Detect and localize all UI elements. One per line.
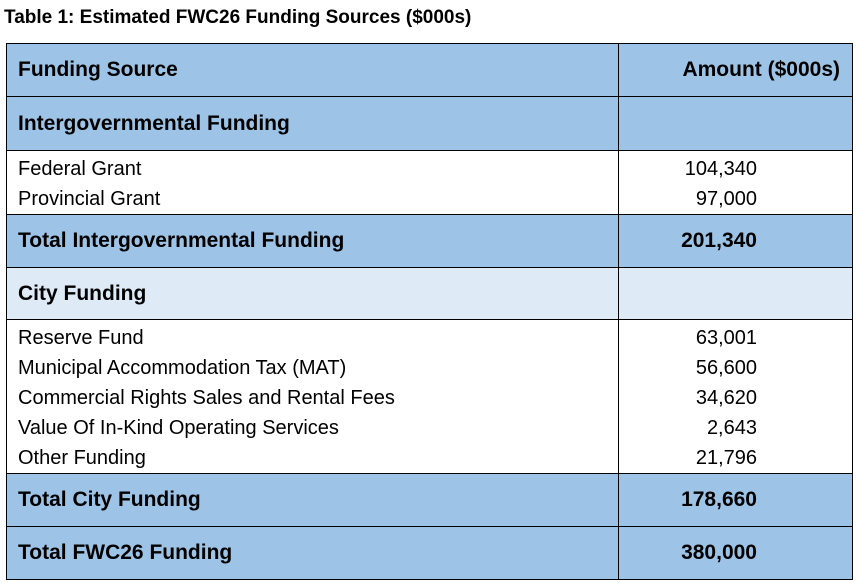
row-label: Commercial Rights Sales and Rental Fees: [6, 383, 619, 413]
row-label: Reserve Fund: [6, 319, 619, 353]
row-amount: 56,600: [618, 353, 853, 383]
total-label: Total City Funding: [6, 473, 619, 527]
grand-total-amount: 380,000: [618, 526, 853, 580]
column-header-amount: Amount ($000s): [618, 43, 853, 97]
section-heading-empty-cell: [618, 267, 853, 320]
table-row: Value Of In-Kind Operating Services 2,64…: [6, 413, 853, 443]
row-amount: 21,796: [618, 443, 853, 474]
section-row-intergovernmental: Intergovernmental Funding: [6, 96, 853, 151]
total-row-city: Total City Funding 178,660: [6, 473, 853, 527]
total-label: Total Intergovernmental Funding: [6, 214, 619, 268]
table-row: Municipal Accommodation Tax (MAT) 56,600: [6, 353, 853, 383]
row-label: Value Of In-Kind Operating Services: [6, 413, 619, 443]
row-amount: 104,340: [618, 150, 853, 184]
table-row: Reserve Fund 63,001: [6, 319, 853, 353]
row-label: Federal Grant: [6, 150, 619, 184]
section-heading: City Funding: [6, 267, 619, 320]
row-amount: 97,000: [618, 184, 853, 215]
total-amount: 178,660: [618, 473, 853, 527]
total-amount: 201,340: [618, 214, 853, 268]
row-amount: 63,001: [618, 319, 853, 353]
section-heading-empty-cell: [618, 96, 853, 151]
row-label: Other Funding: [6, 443, 619, 474]
table-row: Other Funding 21,796: [6, 443, 853, 474]
grand-total-row: Total FWC26 Funding 380,000: [6, 526, 853, 580]
table-row: Commercial Rights Sales and Rental Fees …: [6, 383, 853, 413]
funding-sources-table: Funding Source Amount ($000s) Intergover…: [6, 43, 853, 580]
section-row-city: City Funding: [6, 267, 853, 320]
total-row-intergovernmental: Total Intergovernmental Funding 201,340: [6, 214, 853, 268]
table-title: Table 1: Estimated FWC26 Funding Sources…: [4, 7, 472, 28]
row-amount: 2,643: [618, 413, 853, 443]
table-row: Federal Grant 104,340: [6, 150, 853, 184]
row-label: Provincial Grant: [6, 184, 619, 215]
table-row: Provincial Grant 97,000: [6, 184, 853, 215]
row-label: Municipal Accommodation Tax (MAT): [6, 353, 619, 383]
table-header-row: Funding Source Amount ($000s): [6, 43, 853, 97]
row-amount: 34,620: [618, 383, 853, 413]
column-header-funding-source: Funding Source: [6, 43, 619, 97]
grand-total-label: Total FWC26 Funding: [6, 526, 619, 580]
section-heading: Intergovernmental Funding: [6, 96, 619, 151]
